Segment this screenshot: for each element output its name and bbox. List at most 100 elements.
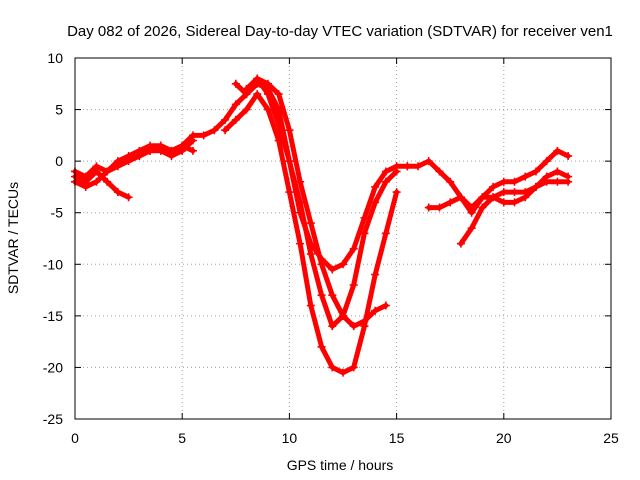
data-point — [328, 291, 337, 300]
data-point — [285, 188, 294, 197]
data-point — [542, 157, 551, 166]
data-point — [446, 198, 455, 207]
data-point — [210, 126, 219, 135]
data-point — [349, 280, 358, 289]
axis-ticks — [74, 57, 612, 420]
data-point — [553, 167, 562, 176]
data-point — [553, 146, 562, 155]
data-point — [392, 167, 401, 176]
x-tick-label: 10 — [282, 430, 298, 446]
grid — [75, 58, 611, 419]
data-point — [424, 203, 433, 212]
series-line — [136, 76, 389, 329]
data-point — [467, 208, 476, 217]
data-point — [446, 177, 455, 186]
series-line — [426, 179, 571, 216]
data-point — [221, 115, 230, 124]
data-point — [124, 157, 133, 166]
data-point — [435, 167, 444, 176]
series-arc-8 — [403, 146, 573, 212]
y-tick-label: -10 — [43, 256, 63, 272]
data-point — [371, 198, 380, 207]
x-tick-label: 15 — [389, 430, 405, 446]
data-point — [531, 182, 540, 191]
data-point — [339, 368, 347, 377]
series-arc-5 — [221, 90, 401, 377]
data-point — [360, 213, 369, 222]
data-point — [478, 193, 487, 202]
data-point — [456, 239, 465, 248]
x-tick-labels: 0 5 10 15 20 25 — [71, 430, 619, 446]
data-point — [564, 151, 573, 160]
data-point — [521, 188, 530, 197]
data-point — [499, 188, 508, 197]
data-point — [424, 157, 433, 166]
x-axis-label: GPS time / hours — [287, 457, 394, 473]
series-line — [222, 91, 400, 376]
data-point — [306, 301, 315, 310]
x-tick-label: 20 — [496, 430, 512, 446]
data-point — [135, 151, 144, 160]
data-point — [113, 188, 122, 197]
data-point — [553, 177, 562, 186]
data-point — [103, 177, 112, 186]
data-point — [489, 182, 498, 191]
data-point — [317, 291, 326, 300]
data-point — [178, 141, 187, 150]
plot-frame — [74, 57, 612, 420]
data-point — [478, 203, 487, 212]
data-point — [564, 172, 573, 181]
x-tick-label: 0 — [71, 430, 79, 446]
data-point — [253, 90, 262, 99]
y-tick-labels: -25 -20 -15 -10 -5 0 5 10 — [43, 50, 63, 427]
data-point — [306, 219, 315, 228]
data-point — [274, 121, 283, 130]
data-point — [317, 255, 326, 264]
x-tick-label: 5 — [178, 430, 186, 446]
data-point — [296, 177, 305, 186]
y-tick-label: 0 — [55, 153, 63, 169]
data-point — [274, 105, 283, 114]
data-point — [253, 74, 262, 83]
series-line — [72, 138, 196, 190]
data-point — [263, 90, 272, 99]
data-point — [381, 167, 390, 176]
data-point — [381, 301, 390, 310]
series-arc-7 — [242, 74, 401, 331]
data-point — [306, 249, 315, 258]
data-point — [510, 177, 519, 186]
data-point — [371, 182, 380, 191]
data-point — [435, 203, 444, 212]
data-point — [221, 126, 230, 135]
data-point — [371, 270, 380, 279]
x-tick-label: 25 — [603, 430, 619, 446]
data-point — [349, 363, 358, 372]
y-tick-label: 10 — [47, 50, 63, 66]
data-point — [146, 146, 155, 155]
data-point — [328, 265, 337, 274]
data-point — [242, 105, 251, 114]
data-point — [81, 172, 90, 181]
data-point — [510, 188, 519, 197]
data-point — [199, 131, 208, 140]
data-point — [81, 182, 90, 191]
data-point — [467, 224, 476, 233]
data-point — [103, 167, 112, 176]
data-point — [360, 322, 369, 331]
y-tick-label: -15 — [43, 308, 63, 324]
series-arc-3 — [71, 136, 197, 191]
data-point — [510, 198, 519, 207]
data-point — [392, 188, 401, 197]
chart-title: Day 082 of 2026, Sidereal Day-to-day VTE… — [67, 23, 613, 40]
data-point — [489, 193, 498, 202]
y-axis-label: SDTVAR / TECUs — [5, 182, 21, 294]
data-point — [296, 239, 305, 248]
data-point — [231, 115, 240, 124]
data-point — [542, 172, 551, 181]
y-tick-label: -25 — [43, 411, 63, 427]
data-point — [521, 172, 530, 181]
y-tick-label: 5 — [55, 102, 63, 118]
data-point — [328, 322, 337, 331]
data-point — [231, 79, 240, 88]
